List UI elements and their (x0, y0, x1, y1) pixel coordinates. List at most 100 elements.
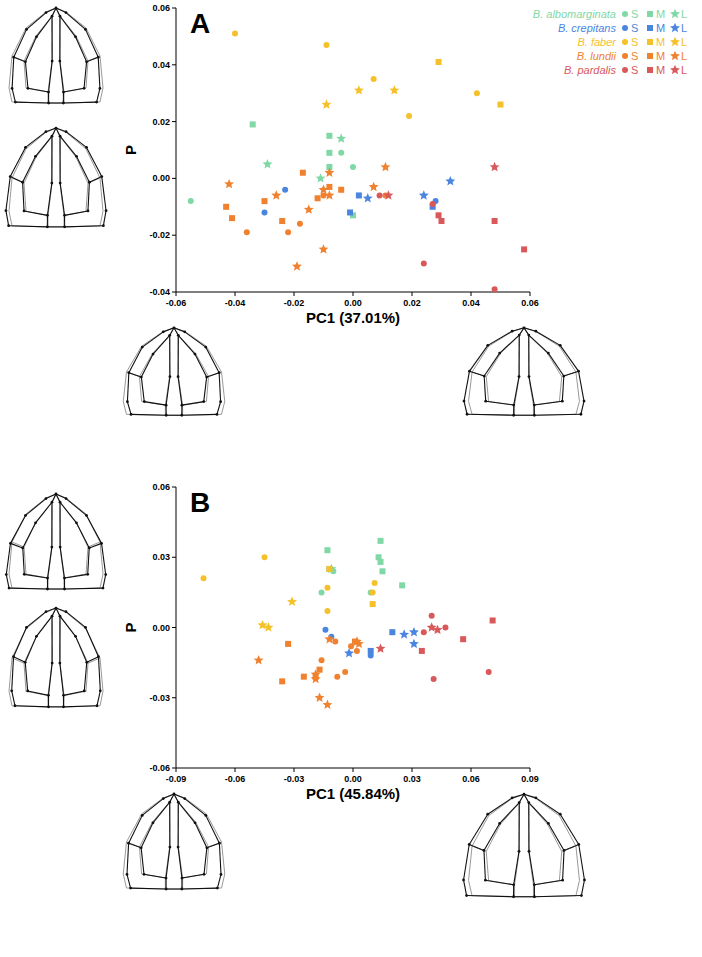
diagram-edge (183, 888, 222, 889)
diagram-landmark (563, 849, 566, 852)
legend-class: L (681, 36, 687, 48)
diagram-landmark (55, 127, 58, 130)
diagram-landmark (59, 501, 62, 504)
point (326, 564, 336, 573)
diagram-edge (467, 896, 514, 897)
diagram-landmark (527, 334, 530, 337)
shape-diagram (462, 793, 586, 898)
diagram-landmark (34, 521, 37, 524)
y-tick (172, 768, 176, 769)
diagram-edge (76, 156, 89, 182)
point (378, 538, 384, 544)
diagram-landmark (468, 843, 471, 846)
point (324, 585, 330, 591)
diagram-landmark (10, 689, 13, 692)
diagram-landmark (512, 883, 515, 886)
diagram-edge (24, 211, 47, 215)
point (324, 547, 330, 553)
diagram-landmark (468, 370, 471, 373)
diagram-landmark (169, 375, 172, 378)
diagram-edge (14, 657, 26, 663)
x-tick-label: 0.06 (462, 774, 480, 784)
diagram-landmark (561, 400, 564, 403)
x-tick (353, 768, 354, 772)
diagram-edge (26, 691, 48, 695)
diagram-edge (534, 896, 581, 897)
x-tick-label: 0.00 (344, 298, 362, 308)
diagram-edge (89, 177, 101, 183)
diagram-landmark (165, 888, 168, 891)
diagram-landmark (83, 87, 86, 90)
point (436, 212, 442, 218)
diagram-edge (60, 61, 64, 92)
diagram-edge (48, 226, 64, 227)
diagram-edge (60, 136, 76, 157)
x-tick-label: -0.06 (225, 774, 246, 784)
diagram-edge (514, 405, 515, 415)
point (336, 133, 346, 142)
diagram-edge (23, 523, 36, 548)
point (436, 59, 442, 65)
diagram-edge (486, 377, 488, 402)
diagram-edge (36, 136, 52, 157)
diagram-edge (12, 691, 15, 706)
diagram-landmark (35, 35, 38, 38)
diagram-landmark (216, 887, 219, 890)
diagram-edge (100, 691, 103, 706)
diagram-edge (131, 888, 167, 890)
y-tick-label: 0.06 (152, 3, 170, 13)
diagram-landmark (99, 87, 102, 90)
diagram-edge (166, 888, 182, 889)
diagram-edge (102, 543, 106, 574)
diagram-edge (469, 371, 484, 376)
y-tick-label: 0.06 (152, 482, 170, 492)
diagram-edge (464, 401, 467, 414)
point (378, 559, 384, 565)
diagram-edge (515, 415, 534, 416)
point (377, 192, 383, 198)
diagram-edge (153, 802, 170, 823)
diagram-edge (533, 885, 534, 897)
diagram-edge (64, 215, 65, 226)
diagram-edge (26, 612, 46, 629)
legend-class: M (656, 8, 665, 20)
diagram-edge (529, 377, 534, 406)
diagram-edge (515, 851, 520, 884)
x-axis-title: PC1 (45.84%) (306, 785, 400, 802)
diagram-landmark (62, 102, 65, 105)
diagram-edge (529, 377, 534, 406)
diagram-edge (485, 880, 513, 885)
diagram-edge (64, 92, 65, 103)
y-tick (172, 178, 176, 179)
diagram-edge (576, 401, 580, 414)
diagram-landmark (35, 635, 38, 638)
point (338, 187, 344, 193)
diagram-landmark (162, 797, 165, 800)
legend-marker (622, 25, 628, 31)
point (344, 648, 354, 657)
diagram-edge (48, 706, 64, 707)
diagram-edge (484, 823, 500, 850)
diagram-edge (64, 691, 85, 695)
diagram-landmark (143, 873, 146, 876)
y-tick (172, 292, 176, 293)
diagram-edge (28, 691, 49, 695)
diagram-landmark (547, 822, 550, 825)
legend-marker (670, 65, 680, 74)
diagram-landmark (26, 690, 29, 693)
point (304, 204, 314, 213)
diagram-edge (217, 874, 221, 888)
point (262, 209, 268, 215)
diagram-landmark (9, 542, 12, 545)
diagram-landmark (512, 414, 515, 417)
legend-marker (647, 39, 653, 45)
diagram-landmark (12, 56, 15, 59)
diagram-landmark (65, 610, 68, 613)
diagram-landmark (51, 501, 54, 504)
diagram-edge (63, 102, 96, 104)
diagram-edge (49, 706, 64, 707)
diagram-edge (472, 816, 489, 846)
diagram-edge (60, 547, 64, 578)
diagram-landmark (102, 224, 105, 227)
diagram-edge (528, 335, 529, 376)
